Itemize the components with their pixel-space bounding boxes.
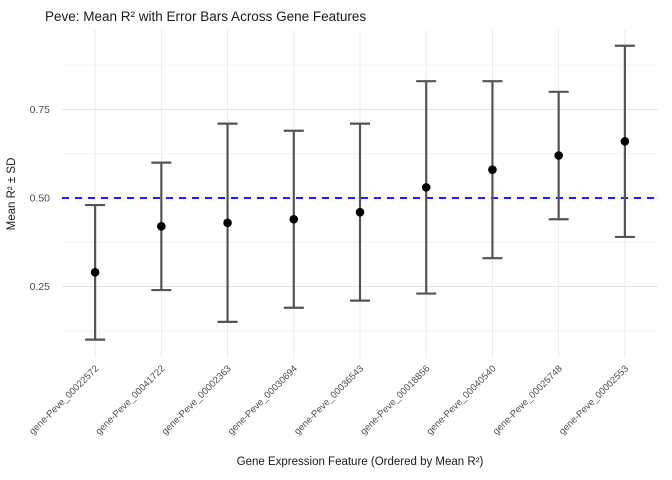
x-tick-label: gene-Peve_00018856: [358, 363, 432, 437]
plot-panel: 0.250.500.75gene-Peve_00022572gene-Peve_…: [27, 30, 658, 437]
y-tick-label: 0.75: [30, 104, 51, 116]
x-tick-label: gene-Peve_00030694: [226, 363, 300, 437]
data-point: [90, 268, 100, 277]
x-tick-label: gene-Peve_00022572: [27, 363, 101, 437]
data-point: [421, 183, 431, 192]
data-point: [289, 214, 299, 224]
y-axis-title: Mean R² ± SD: [6, 158, 18, 231]
x-tick-label: gene-Peve_00040540: [425, 363, 499, 437]
data-point: [620, 137, 630, 146]
data-point: [223, 218, 232, 228]
data-point: [355, 207, 365, 217]
x-tick-label: gene-Peve_00041722: [94, 363, 168, 437]
y-tick-label: 0.50: [30, 193, 51, 205]
x-tick-label: gene-Peve_00025748: [491, 363, 565, 437]
chart-title: Peve: Mean R² with Error Bars Across Gen…: [45, 9, 366, 24]
x-tick-label: gene-Peve_00036543: [292, 363, 366, 437]
data-point: [554, 151, 563, 160]
x-tick-label: gene-Peve_00002553: [557, 363, 631, 437]
data-point: [488, 165, 497, 174]
x-axis-title: Gene Expression Feature (Ordered by Mean…: [237, 456, 484, 468]
x-tick-label: gene-Peve_00002363: [160, 363, 234, 437]
data-point: [157, 222, 166, 231]
y-tick-label: 0.25: [30, 281, 51, 293]
